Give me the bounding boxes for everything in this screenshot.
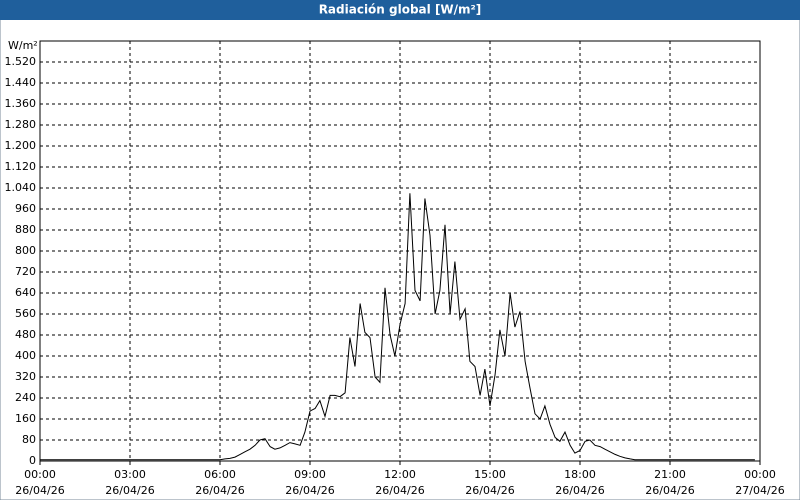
y-tick-label: 1.360 [5, 97, 37, 110]
x-tick-label: 15:00 [474, 468, 506, 481]
y-tick-label: 1.440 [5, 76, 37, 89]
y-tick-label: 800 [15, 244, 36, 257]
x-tick-date: 27/04/26 [735, 484, 784, 497]
x-tick-label: 00:00 [24, 468, 56, 481]
x-tick-date: 26/04/26 [465, 484, 514, 497]
y-tick-label: 240 [15, 391, 36, 404]
x-tick-label: 00:00 [744, 468, 776, 481]
x-tick-date: 26/04/26 [375, 484, 424, 497]
x-tick-label: 09:00 [294, 468, 326, 481]
x-tick-label: 18:00 [564, 468, 596, 481]
y-tick-label: 1.040 [5, 181, 37, 194]
y-tick-label: 160 [15, 412, 36, 425]
y-tick-label: 320 [15, 370, 36, 383]
y-tick-label: 1.200 [5, 139, 37, 152]
chart-title: Radiación global [W/m²] [319, 3, 482, 17]
title-bar [0, 0, 800, 20]
y-tick-label: 80 [22, 433, 36, 446]
y-tick-label: 1.120 [5, 160, 37, 173]
x-tick-label: 03:00 [114, 468, 146, 481]
y-tick-label: 480 [15, 328, 36, 341]
y-tick-label: 1.520 [5, 55, 37, 68]
y-tick-label: 960 [15, 202, 36, 215]
x-tick-date: 26/04/26 [195, 484, 244, 497]
y-tick-label: 880 [15, 223, 36, 236]
y-tick-label: 640 [15, 286, 36, 299]
x-tick-date: 26/04/26 [285, 484, 334, 497]
x-tick-date: 26/04/26 [555, 484, 604, 497]
data-line [40, 193, 755, 461]
y-axis-label: W/m² [8, 39, 38, 52]
x-tick-date: 26/04/26 [105, 484, 154, 497]
y-tick-label: 1.280 [5, 118, 37, 131]
y-tick-label: 720 [15, 265, 36, 278]
y-tick-label: 400 [15, 349, 36, 362]
plot-border [39, 40, 761, 462]
x-tick-label: 06:00 [204, 468, 236, 481]
x-tick-label: 12:00 [384, 468, 416, 481]
y-tick-label: 0 [29, 454, 36, 467]
x-tick-date: 26/04/26 [15, 484, 64, 497]
x-tick-label: 21:00 [654, 468, 686, 481]
x-tick-date: 26/04/26 [645, 484, 694, 497]
y-tick-label: 560 [15, 307, 36, 320]
